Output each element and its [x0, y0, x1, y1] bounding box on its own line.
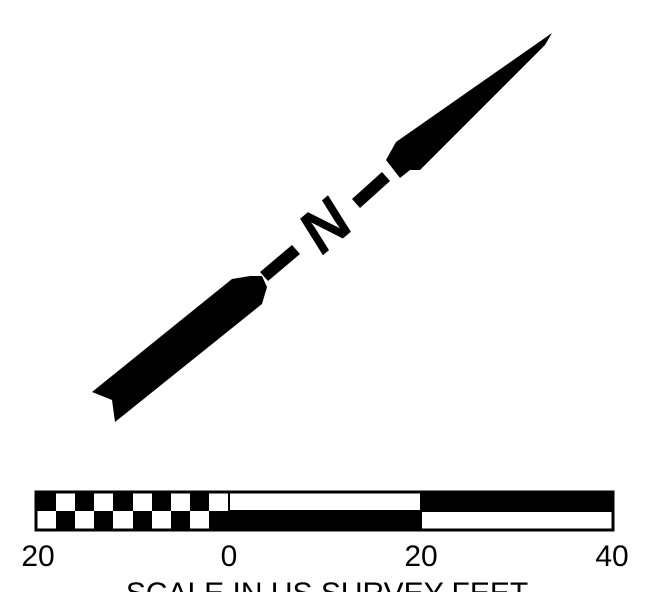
scale-tick-label-left-20: 20	[21, 540, 54, 573]
scale-bar-checkered-segment	[37, 493, 229, 529]
scale-segment-0-20-bottom	[229, 511, 421, 529]
scale-cell	[171, 511, 190, 529]
scale-caption: SCALE IN US SURVEY FEET	[126, 577, 528, 592]
scale-cell	[94, 511, 113, 529]
scale-cell	[152, 493, 171, 511]
scale-cell	[37, 493, 56, 511]
scale-cell	[113, 493, 133, 511]
north-arrow-tip-blade	[386, 33, 552, 178]
scale-bar: 20 0 20 40 SCALE IN US SURVEY FEET	[21, 490, 629, 592]
scale-tick-label-0: 0	[221, 540, 238, 573]
north-letter: N	[290, 182, 361, 270]
north-arrow-tail-blade	[92, 276, 267, 422]
scale-cell	[209, 511, 229, 529]
scale-tick-label-40: 40	[595, 540, 628, 573]
north-arrow: N	[92, 33, 552, 422]
scale-cell	[133, 511, 152, 529]
scale-cell	[75, 493, 94, 511]
scale-tick-label-20: 20	[404, 540, 437, 573]
north-arrow-lower-shaft	[260, 245, 300, 281]
scale-segment-20-40-top	[421, 493, 612, 511]
scale-cell	[56, 511, 75, 529]
scale-cell	[190, 493, 209, 511]
north-arrow-upper-shaft	[352, 172, 390, 208]
